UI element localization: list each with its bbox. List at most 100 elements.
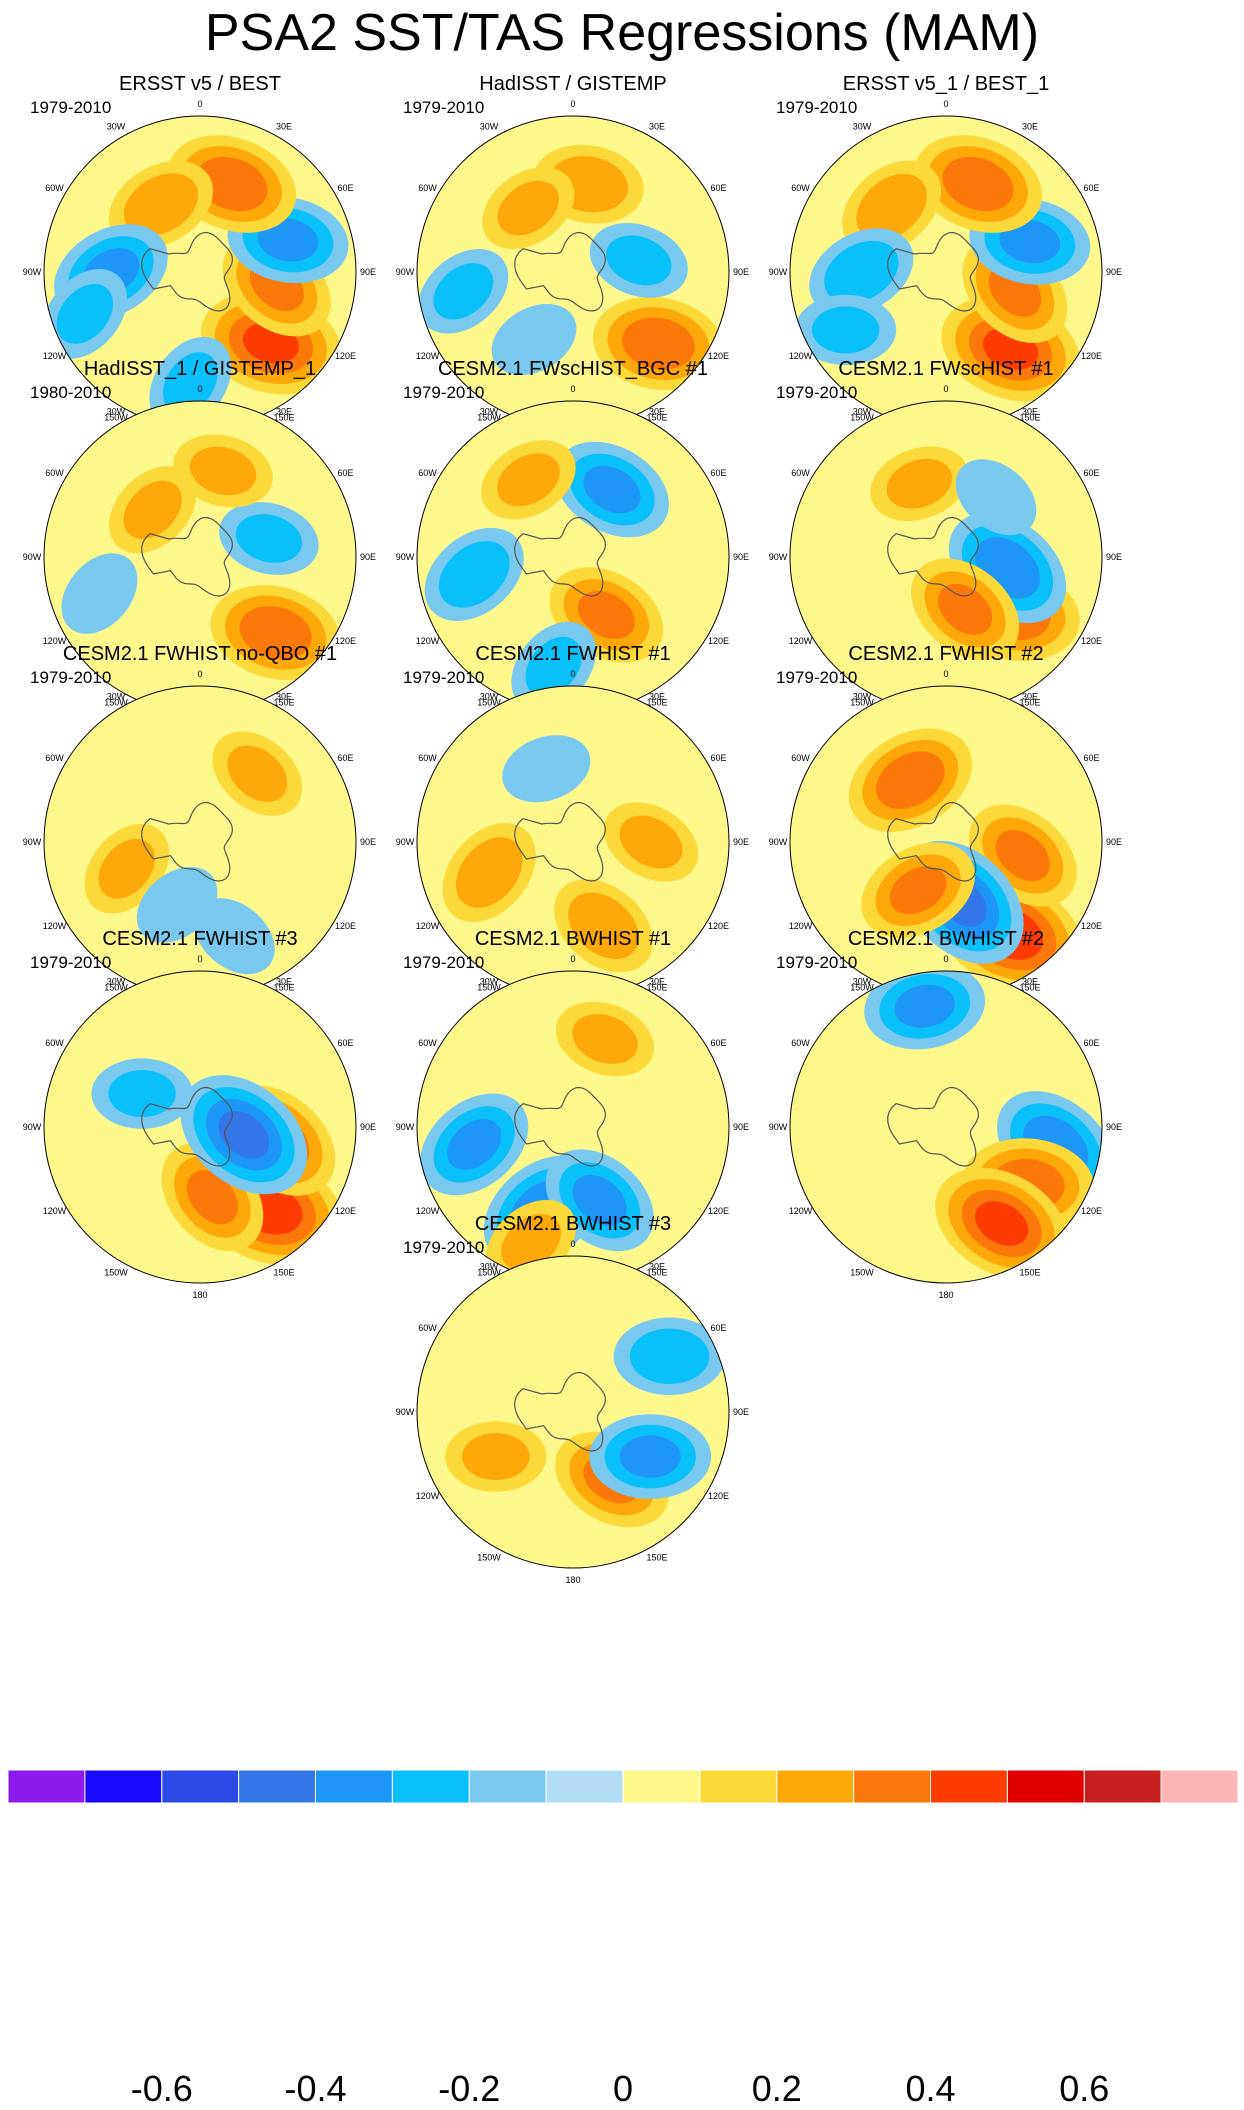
longitude-label: 60W <box>791 468 810 478</box>
map-field <box>790 401 1102 713</box>
longitude-label: 150W <box>477 698 501 708</box>
antarctica-coastline <box>887 801 980 882</box>
colorbar-tick-label: -0.4 <box>284 2068 347 2109</box>
longitude-label: 90E <box>733 552 749 562</box>
longitude-label: 0 <box>197 669 202 679</box>
longitude-label: 30E <box>276 407 292 417</box>
anomaly-contour <box>447 1118 502 1170</box>
map-field <box>790 686 1102 998</box>
longitude-label: 90W <box>396 552 415 562</box>
longitude-label: 60W <box>45 468 64 478</box>
longitude-label: 90W <box>769 1122 788 1132</box>
longitude-label: 60W <box>45 753 64 763</box>
longitude-label: 120E <box>708 351 729 361</box>
longitude-label: 60W <box>791 183 810 193</box>
longitude-label: 180 <box>565 1575 580 1585</box>
anomaly-contour <box>502 735 591 803</box>
longitude-label: 150W <box>850 983 874 993</box>
longitude-label: 30E <box>1022 407 1038 417</box>
longitude-label: 120W <box>789 636 813 646</box>
longitude-label: 120W <box>416 921 440 931</box>
antarctica-coastline <box>141 801 234 882</box>
map-panel: ERSST v5_1 / BEST_1 1979-2010 0 30E 60E 90E 12… <box>746 72 1146 462</box>
longitude-label: 30E <box>649 692 665 702</box>
longitude-label: 150E <box>1019 698 1040 708</box>
panel-title: HadISST_1 / GISTEMP_1 <box>83 358 317 380</box>
longitude-label: 90E <box>733 1122 749 1132</box>
map-panel: CESM2.1 FWHIST #3 1979-2010 0 30E 60E 90E 120E… <box>0 927 400 1317</box>
longitude-label: 60E <box>710 1038 726 1048</box>
panel-years: 1979-2010 <box>776 668 858 687</box>
longitude-label: 60E <box>1083 1038 1099 1048</box>
longitude-label: 90W <box>769 837 788 847</box>
colorbar-swatch <box>699 1770 778 1804</box>
longitude-label: 90W <box>23 267 42 277</box>
longitude-label: 30W <box>853 407 872 417</box>
longitude-label: 60E <box>1083 753 1099 763</box>
antarctica-coastline <box>887 1086 980 1167</box>
colorbar-tick-label: -0.6 <box>130 2068 193 2109</box>
longitude-label: 60W <box>418 1038 437 1048</box>
colorbar-swatch <box>8 1770 86 1804</box>
colorbar-tick-label: 0.2 <box>751 2068 802 2109</box>
anomaly-contour <box>462 1433 530 1481</box>
longitude-label: 60E <box>337 1038 353 1048</box>
longitude-label: 60W <box>418 1323 437 1333</box>
anomaly-contour <box>496 453 560 507</box>
panel-title: ERSST v5_1 / BEST_1 <box>842 73 1050 95</box>
map-panel: CESM2.1 BWHIST #2 1979-2010 0 30E 60E 90E 120E… <box>746 927 1146 1317</box>
longitude-label: 180 <box>938 1290 953 1300</box>
map-field <box>44 401 356 713</box>
longitude-label: 90E <box>733 1407 749 1417</box>
longitude-label: 0 <box>570 669 575 679</box>
panel-title: CESM2.1 FWHIST #3 <box>102 928 298 950</box>
colorbar-swatch <box>545 1770 624 1804</box>
longitude-label: 30E <box>649 977 665 987</box>
longitude-label: 30W <box>480 977 499 987</box>
panel-years: 1979-2010 <box>776 98 858 117</box>
longitude-label: 0 <box>197 954 202 964</box>
longitude-label: 0 <box>570 954 575 964</box>
antarctica-coastline <box>514 1371 607 1452</box>
panel-title: CESM2.1 BWHIST #2 <box>847 928 1045 950</box>
anomaly-contour <box>577 591 635 639</box>
longitude-label: 30E <box>649 122 665 132</box>
longitude-label: 0 <box>943 669 948 679</box>
map-field <box>790 116 1102 428</box>
map-border <box>416 1255 730 1569</box>
longitude-label: 30W <box>107 977 126 987</box>
panel-title: CESM2.1 FWHIST #2 <box>848 643 1044 665</box>
longitude-label: 30W <box>107 692 126 702</box>
longitude-label: 60W <box>791 753 810 763</box>
anomaly-contour <box>108 1070 176 1118</box>
colorbar-swatch <box>391 1770 470 1804</box>
longitude-label: 0 <box>943 954 948 964</box>
panel-years: 1979-2010 <box>403 98 485 117</box>
panel-title: ERSST v5 / BEST <box>119 73 281 95</box>
longitude-label: 90W <box>769 552 788 562</box>
longitude-label: 150W <box>104 698 128 708</box>
anomaly-contour <box>98 838 155 899</box>
longitude-label: 90E <box>360 552 376 562</box>
map-panel: ERSST v5 / BEST 1979-2010 0 30E 60E 90E 120E 15… <box>0 72 400 462</box>
longitude-label: 90E <box>1106 1122 1122 1132</box>
longitude-label: 120W <box>789 351 813 361</box>
longitude-label: 120E <box>335 1206 356 1216</box>
panel-years: 1979-2010 <box>776 953 858 972</box>
anomaly-contour <box>235 514 303 563</box>
longitude-label: 120E <box>335 921 356 931</box>
colorbar-swatch <box>1083 1770 1162 1804</box>
antarctica-coastline <box>141 516 234 597</box>
longitude-label: 120W <box>43 1206 67 1216</box>
longitude-label: 0 <box>197 384 202 394</box>
longitude-label: 30E <box>276 122 292 132</box>
longitude-label: 90W <box>23 837 42 847</box>
anomaly-contour <box>975 1201 1029 1246</box>
anomaly-contour <box>572 1014 638 1064</box>
map-field <box>44 116 356 428</box>
